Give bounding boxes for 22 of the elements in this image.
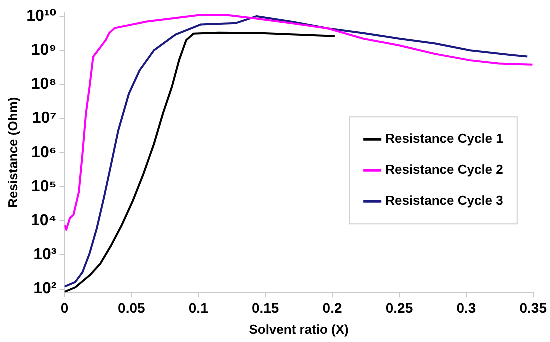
x-tick-label: 0.1 [188,300,209,316]
y-tick-label: 10⁵ [31,178,57,196]
x-tick-label: 0.05 [118,300,146,316]
x-tick-label: 0 [60,300,69,316]
y-tick-label: 10⁸ [31,76,57,94]
legend-label: Resistance Cycle 2 [386,162,504,178]
x-tick-label: 0.25 [386,300,414,316]
x-tick-label: 0.2 [322,300,342,316]
legend-label: Resistance Cycle 1 [386,131,504,146]
y-tick-label: 10⁹ [31,42,57,59]
legend-label: Resistance Cycle 3 [386,193,504,208]
x-axis-title: Solvent ratio (X) [249,322,349,337]
y-tick-label: 10³ [34,246,57,264]
y-tick-label: 10⁶ [32,144,57,162]
x-tick-label: 0.35 [520,300,548,316]
y-tick-label: 10² [34,280,57,298]
x-tick-label: 0.15 [252,300,280,316]
y-tick-label: 10⁴ [31,212,57,230]
y-tick-label: 10⁷ [32,110,57,128]
x-tick-label: 0.3 [456,300,476,316]
y-axis-title: Resistance (Ohm) [5,97,20,208]
y-tick-label: 10¹⁰ [26,8,57,25]
